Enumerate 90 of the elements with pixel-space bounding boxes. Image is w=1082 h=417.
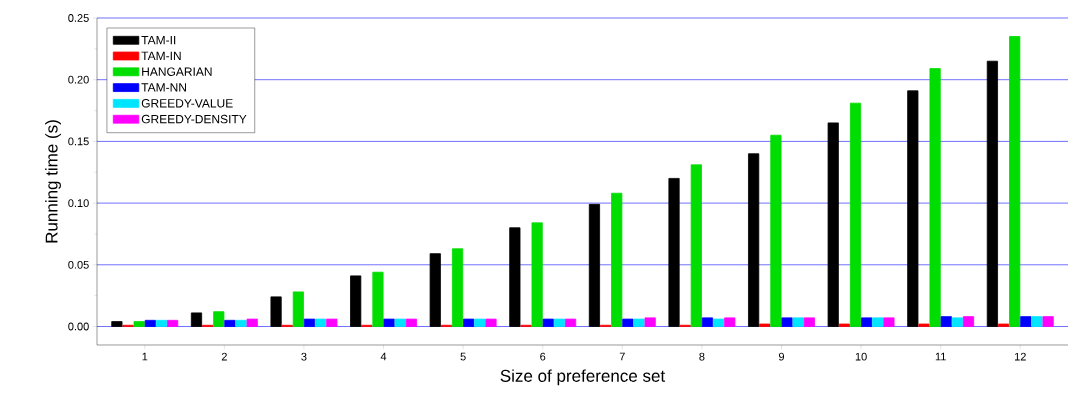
x-tick-label: 5	[460, 352, 466, 361]
bar	[803, 317, 815, 327]
bar	[929, 68, 941, 327]
bar	[190, 312, 203, 327]
y-tick-label: 0.05	[68, 260, 89, 269]
legend-label: HANGARIAN	[142, 67, 212, 76]
y-tick-label: 0.00	[68, 322, 89, 331]
bar	[485, 318, 497, 327]
bar	[292, 291, 304, 327]
bar	[872, 317, 884, 327]
bar	[713, 318, 725, 327]
bar	[997, 323, 1010, 327]
bar	[907, 90, 919, 327]
bar	[940, 316, 952, 327]
x-tick-label: 11	[935, 352, 946, 361]
bar	[451, 248, 464, 327]
bar	[429, 253, 441, 327]
bar	[213, 311, 225, 327]
bar	[246, 318, 258, 327]
x-tick-label: 8	[699, 352, 705, 361]
bar	[644, 317, 656, 327]
bar	[668, 178, 680, 327]
x-tick-label: 12	[1014, 352, 1026, 361]
bar	[235, 319, 247, 327]
bar	[224, 319, 236, 327]
y-tick-label: 0.15	[68, 137, 89, 146]
bar	[838, 323, 850, 327]
bar	[405, 318, 417, 327]
bar	[986, 60, 998, 327]
y-tick-label: 0.10	[68, 199, 89, 207]
legend-label: TAM-II	[141, 35, 176, 45]
bar	[383, 318, 395, 327]
x-tick-label: 4	[380, 352, 387, 361]
x-tick-label: 10	[855, 352, 867, 361]
x-tick-label: 7	[619, 352, 625, 361]
bar	[542, 318, 554, 327]
bar	[588, 203, 601, 327]
x-tick-label: 3	[301, 352, 307, 361]
bar	[315, 318, 327, 327]
bar	[133, 321, 145, 327]
bar	[759, 323, 771, 327]
bar	[962, 316, 975, 327]
y-tick-label: 0.20	[68, 75, 89, 84]
bar	[144, 319, 156, 327]
bar	[701, 317, 714, 327]
bar	[394, 318, 406, 327]
bar	[1009, 36, 1021, 327]
legend-label: GREEDY-DENSITY	[141, 114, 247, 124]
bar	[861, 317, 873, 327]
bar	[270, 296, 282, 327]
y-tick-label: 0.25	[68, 14, 89, 22]
bar	[1042, 316, 1054, 327]
bar	[633, 318, 645, 327]
bar	[1031, 316, 1043, 327]
bar	[155, 319, 168, 327]
bar	[474, 318, 486, 327]
bar	[463, 318, 475, 327]
bar	[781, 317, 793, 327]
bar	[622, 318, 634, 327]
bar	[553, 318, 565, 327]
bar	[883, 317, 895, 327]
x-tick-label: 2	[221, 352, 227, 361]
bar	[167, 319, 179, 327]
legend-label: GREEDY-VALUE	[141, 99, 233, 108]
x-tick-label: 1	[142, 352, 148, 361]
bar	[690, 164, 702, 327]
x-axis-title: Size of preference set	[500, 369, 666, 386]
bar	[564, 318, 577, 327]
bar	[372, 271, 384, 327]
bar	[611, 192, 623, 327]
y-axis-title: Running time (s)	[45, 120, 61, 243]
bar	[303, 318, 316, 327]
bar	[849, 102, 862, 327]
bar	[951, 317, 963, 327]
bar	[827, 122, 839, 327]
bar	[1020, 316, 1032, 327]
bar	[509, 227, 521, 327]
bar	[770, 134, 782, 327]
bar	[724, 317, 736, 327]
bar	[350, 275, 362, 327]
bar	[792, 317, 804, 327]
bar	[531, 222, 543, 327]
bar	[918, 323, 930, 327]
legend-label: TAM-IN	[141, 51, 181, 60]
legend-label: TAM-NN	[141, 83, 186, 92]
bar	[111, 321, 123, 327]
bar	[748, 153, 760, 327]
bar	[326, 318, 338, 327]
x-tick-label: 6	[540, 352, 546, 361]
x-tick-label: 9	[778, 352, 785, 361]
